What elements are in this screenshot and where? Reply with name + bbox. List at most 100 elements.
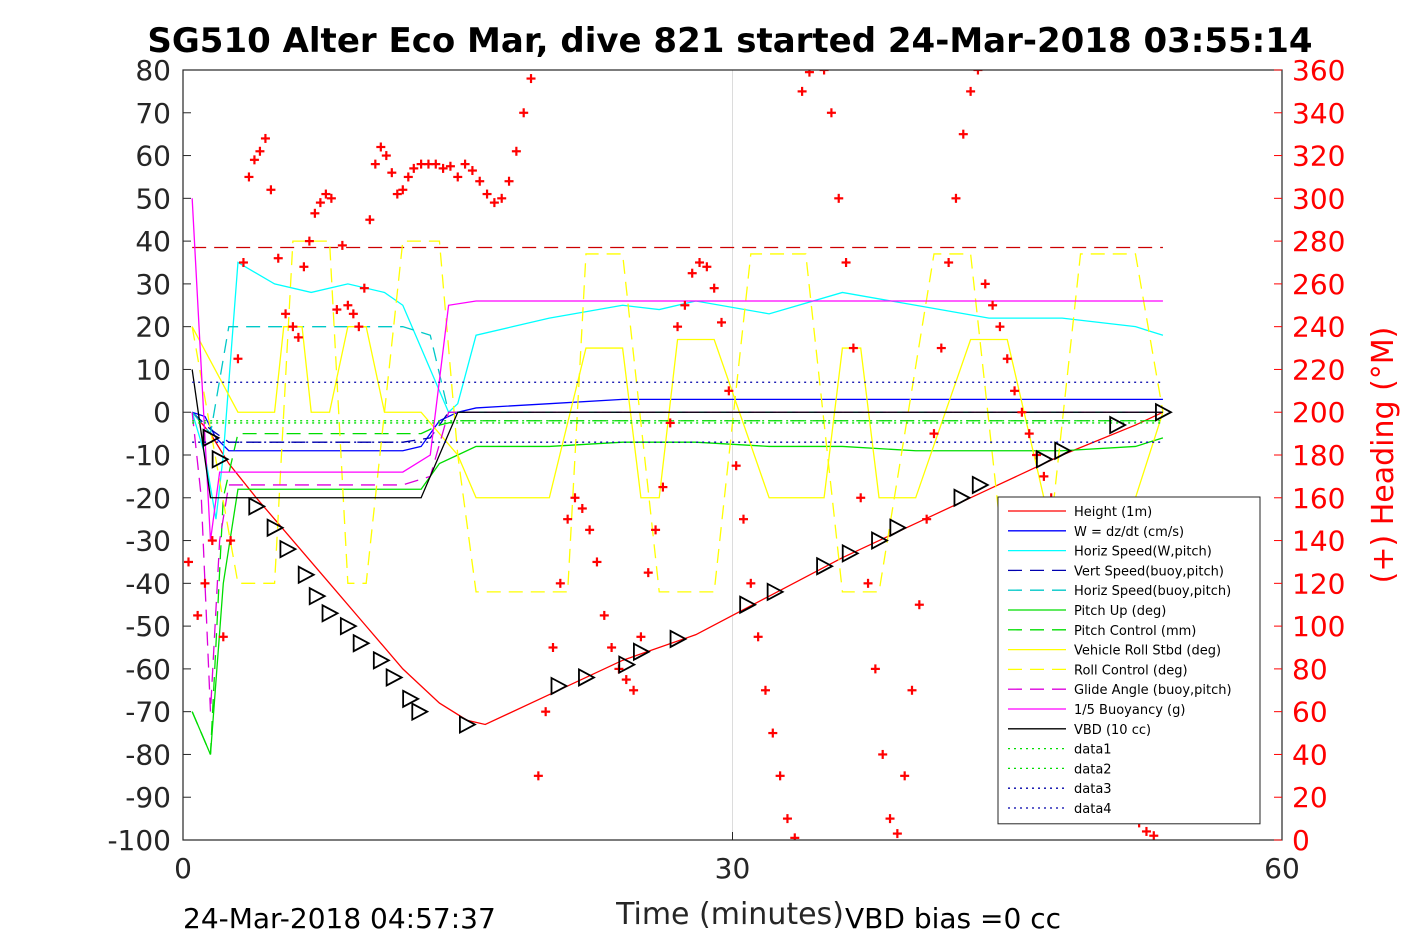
triangle-marker [279,539,298,559]
left-tick-label: 50 [135,182,171,215]
right-tick-label: 200 [1292,396,1345,429]
heading-point [914,600,924,610]
left-tick-label: 30 [135,268,171,301]
series-line-pitch-up-deg [191,437,1164,755]
heading-point [995,322,1005,332]
legend-entry: data2 [1008,762,1112,777]
heading-point [244,172,254,182]
triangle-marker [402,689,421,709]
heading-point [929,429,939,439]
series-line-w-dz-dt-cm-s [191,398,1163,452]
triangle-marker [202,428,221,448]
footer-vbd-bias: VBD bias =0 cc [845,902,1061,935]
heading-point [760,685,770,695]
legend-label: data4 [1074,802,1112,817]
heading-point [281,309,291,319]
heading-point [724,386,734,396]
heading-point [238,258,248,267]
triangle-marker [889,518,908,538]
left-tick-label: -30 [125,525,171,558]
triangle-marker [633,642,651,662]
heading-point [900,771,910,781]
legend-label: data2 [1074,762,1112,777]
heading-point [944,258,954,267]
heading-point [526,74,536,84]
right-tick-label: 160 [1292,482,1345,515]
legend-label: VBD (10 cc) [1074,723,1151,738]
heading-point [709,283,719,293]
heading-point [804,70,814,77]
triangle-marker [385,667,404,687]
heading-point [266,185,276,195]
triangle-marker [321,603,340,623]
legend-entry: VBD (10 cc) [1008,723,1151,738]
series-line-horiz-speed-buoy-pitch [191,326,1163,436]
legend-entry: Pitch Control (mm) [1008,624,1196,639]
heading-point [848,343,858,353]
heading-point [870,664,880,674]
left-tick-label: 60 [135,140,171,173]
right-tick-label: 260 [1292,268,1345,301]
triangle-marker [578,667,596,687]
heading-point [548,643,558,652]
left-tick-label: 80 [135,54,171,87]
left-axis: -100-90-80-70-60-50-40-30-20-10010203040… [107,54,191,857]
bottom-axis: 0 30 60 [174,832,1300,885]
right-tick-label: 300 [1292,182,1345,215]
triangle-marker [1109,415,1128,435]
left-tick-label: -10 [125,439,171,472]
heading-point [337,240,347,250]
legend-entry: Horiz Speed(buoy,pitch) [1008,584,1231,599]
triangle-marker [248,496,267,516]
right-tick-label: 320 [1292,140,1345,173]
heading-point [541,707,551,717]
heading-point [958,129,968,139]
right-tick-label: 140 [1292,525,1345,558]
legend-label: Roll Control (deg) [1074,663,1188,678]
legend-entries: Height (1m) W = dz/dt (cm/s) Horiz Speed(W… [1008,505,1232,817]
right-tick-label: 60 [1292,696,1328,729]
left-tick-label: -70 [125,696,171,729]
heading-point [577,503,587,513]
heading-point [555,578,565,588]
heading-point [863,578,873,588]
series-line-vbd-10-cc [191,369,1163,499]
triangle-marker [266,518,285,538]
left-tick-label: 0 [153,396,171,429]
heading-point [315,198,325,208]
heading-point [304,236,314,246]
legend-label: Glide Angle (buoy,pitch) [1074,683,1232,698]
heading-point [834,193,844,203]
triangle-marker [352,633,371,653]
heading-point [665,418,675,428]
series-line-vert-speed-buoy-pitch [191,411,1163,443]
legend-label: 1/5 Buoyancy (g) [1074,703,1185,718]
heading-point [183,557,193,567]
triangle-marker [871,531,889,551]
heading-point [343,300,353,310]
legend: Height (1m) W = dz/dt (cm/s) Horiz Speed(W… [997,496,1261,825]
heading-point [570,493,580,503]
heading-point [1002,354,1012,364]
triangle-marker [971,475,990,495]
heading-point [585,525,595,535]
heading-point [310,208,320,218]
footer-timestamp: 24-Mar-2018 04:57:37 [183,902,496,935]
triangle-marker [459,715,477,734]
left-tick-label: 70 [135,97,171,130]
right-tick-label: 280 [1292,225,1345,258]
heading-point [1149,831,1159,840]
heading-point [431,159,441,169]
right-tick-label: 40 [1292,738,1328,771]
heading-point [249,155,259,165]
left-tick-label: -40 [125,567,171,600]
triangle-marker [841,543,860,563]
triangle-marker [1035,449,1054,469]
heading-point [381,151,391,161]
series-lines [191,198,1164,755]
heading-point [467,166,477,176]
heading-point [636,632,646,642]
legend-entry: W = dz/dt (cm/s) [1008,525,1184,540]
heading-point [643,568,653,578]
